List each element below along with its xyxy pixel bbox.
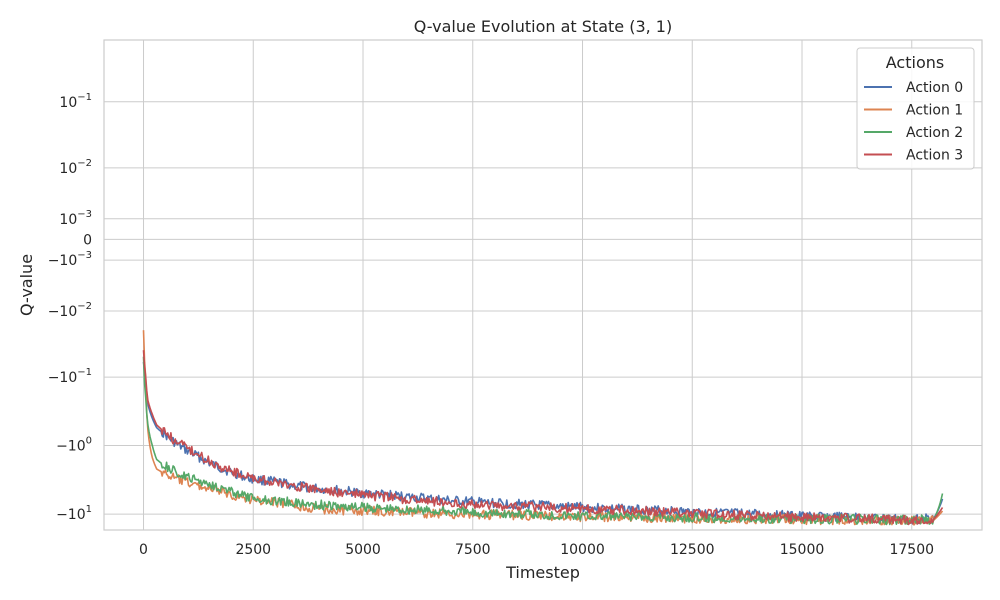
y-tick-label: 10−3 <box>59 209 92 228</box>
x-tick-label: 15000 <box>780 542 825 558</box>
series-lines <box>142 330 944 526</box>
x-tick-label: 5000 <box>345 542 381 558</box>
plot-area <box>104 40 982 530</box>
plot-frame <box>103 39 983 531</box>
y-tick-labels: 10−1 10−2 10−3 0 −10−3 −10−2 −10−1 −100 −101 <box>48 92 92 523</box>
x-tick-label: 7500 <box>455 542 491 558</box>
x-tick-label: 12500 <box>670 542 715 558</box>
y-tick-label: −10−2 <box>48 301 92 320</box>
y-tick-label: 10−1 <box>59 92 92 111</box>
y-tick-label: −100 <box>56 436 92 455</box>
y-axis-label: Q-value <box>17 254 36 316</box>
chart-title: Q-value Evolution at State (3, 1) <box>414 17 672 36</box>
x-tick-label: 0 <box>139 542 148 558</box>
y-tick-label: 0 <box>83 232 92 248</box>
x-tick-label: 2500 <box>235 542 271 558</box>
y-tick-label: 10−2 <box>59 158 92 177</box>
series-line <box>142 350 944 526</box>
x-tick-label: 17500 <box>889 542 934 558</box>
x-axis-label: Timestep <box>505 563 580 582</box>
legend-box <box>856 47 975 170</box>
y-tick-label: −10−1 <box>48 367 92 386</box>
legend-label: Action 0 <box>906 80 963 96</box>
legend-label: Action 2 <box>906 125 963 141</box>
x-tick-label: 10000 <box>560 542 605 558</box>
legend-label: Action 1 <box>906 103 963 119</box>
legend: Actions Action 0 Action 1 Action 2 Action 3 <box>856 47 975 170</box>
x-tick-labels: 0 2500 5000 7500 10000 12500 15000 17500 <box>139 542 934 558</box>
y-tick-label: −101 <box>56 504 92 523</box>
y-tick-label: −10−3 <box>48 250 92 269</box>
legend-title: Actions <box>886 53 944 72</box>
legend-label: Action 3 <box>906 148 963 164</box>
